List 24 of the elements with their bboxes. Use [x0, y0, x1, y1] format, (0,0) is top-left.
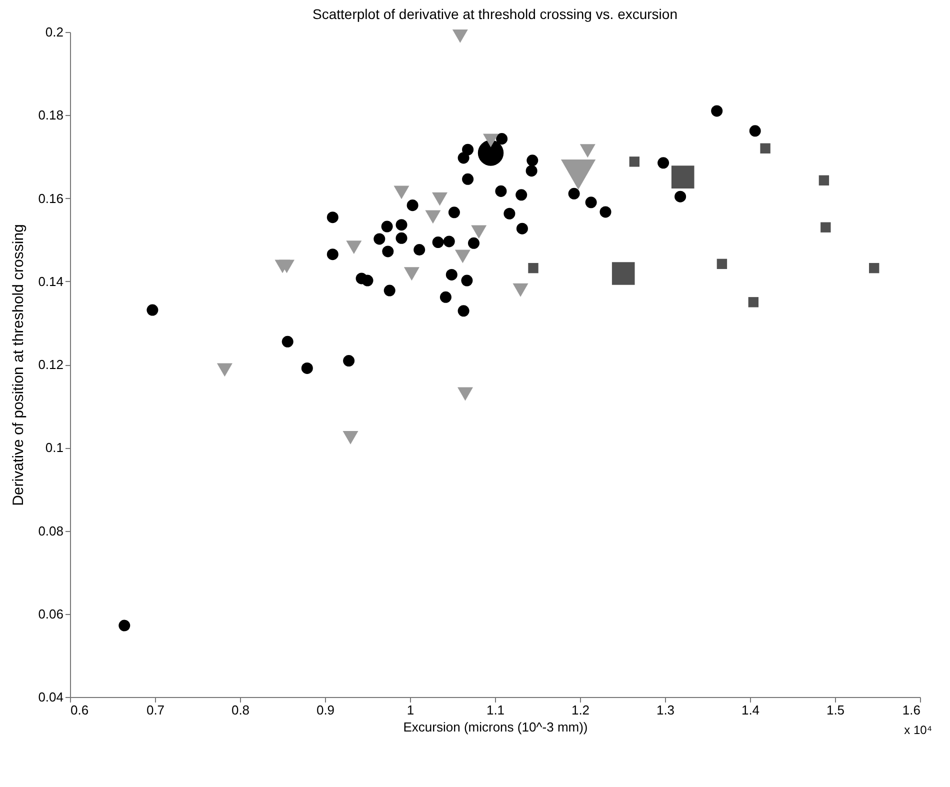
- x-tick-label: 0.8: [231, 702, 250, 718]
- y-tick-label: 0.06: [38, 606, 64, 622]
- x-tick-label: 1.3: [656, 702, 675, 718]
- y-tick-label: 0.14: [38, 274, 64, 289]
- y-tick-label: 0.12: [38, 357, 64, 372]
- x-tick-label: 0.9: [316, 702, 335, 718]
- x-tick-label: 0.7: [146, 702, 165, 718]
- y-axis-title: Derivative of position at threshold crossing: [10, 224, 28, 506]
- y-tick-label: 0.2: [45, 24, 64, 40]
- y-tick-label: 0.04: [38, 690, 64, 704]
- x-tick-label: 1.6: [902, 702, 920, 718]
- x-tick-label: 1.1: [486, 702, 505, 718]
- x-tick-label: 1: [406, 702, 414, 718]
- x-tick-label: 1.2: [571, 702, 590, 718]
- y-tick-label: 0.16: [38, 190, 64, 206]
- x-tick-label: 1.5: [826, 702, 845, 718]
- x-tick-label: 1.4: [741, 702, 760, 718]
- chart-title: Scatterplot of derivative at threshold crossing vs. excursion: [312, 6, 678, 22]
- y-tick-label: 0.1: [45, 440, 64, 456]
- y-tick-label: 0.08: [38, 523, 64, 538]
- x-tick-label: 0.6: [70, 702, 89, 718]
- text: x 10⁴: [904, 723, 932, 737]
- y-tick-label: 0.18: [38, 108, 64, 123]
- x-axis-title: Excursion (microns (10^-3 mm)): [403, 720, 588, 734]
